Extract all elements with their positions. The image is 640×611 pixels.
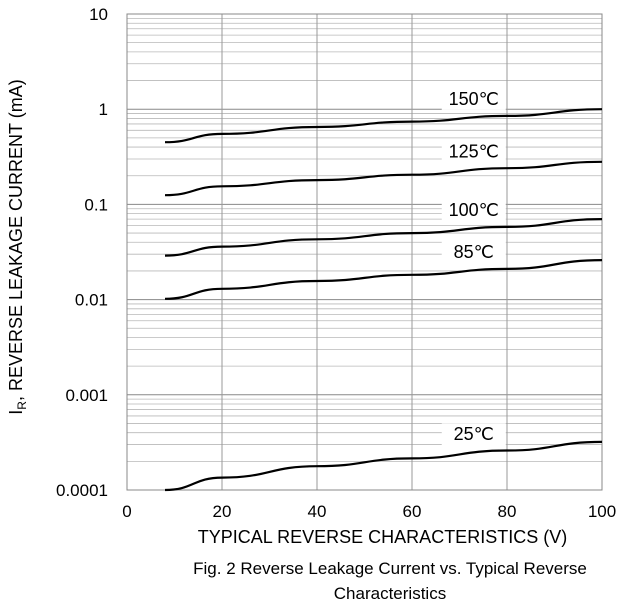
curve-3 [164,259,603,300]
y-tick-label: 1 [99,100,108,119]
x-tick-label: 0 [122,502,131,521]
curve-labels: 150℃ 125℃ 100℃ 85℃ 25℃ [441,87,506,446]
y-tick-label: 0.001 [65,386,108,405]
y-axis-label-rest: , REVERSE LEAKAGE CURRENT (mA) [6,79,26,401]
y-tick-label: 10 [89,5,108,24]
x-axis-label: TYPICAL REVERSE CHARACTERISTICS (V) [198,527,567,547]
curve-label: 25℃ [454,424,494,444]
curve-4 [164,440,603,492]
curve-label-bg [441,240,506,263]
y-axis-label-main: I [6,410,26,415]
x-tick-labels: 0 20 40 60 80 100 [122,502,616,521]
x-tick-label: 60 [403,502,422,521]
y-tick-labels: 10 1 0.1 0.01 0.001 0.0001 [56,5,108,500]
y-tick-label: 0.01 [75,291,108,310]
x-tick-label: 20 [213,502,232,521]
plot-frame [126,13,603,491]
curve-label: 100℃ [449,200,499,220]
figure-caption-line1: Fig. 2 Reverse Leakage Current vs. Typic… [193,559,587,578]
y-axis-label-sub: R [15,401,29,410]
curve-0 [164,108,603,144]
curve-label-bg [441,140,506,163]
curve-1 [164,160,603,197]
curve-label-bg [441,423,506,446]
curve-label: 85℃ [454,242,494,262]
curve-label-bg [441,87,506,110]
y-tick-label: 0.0001 [56,481,108,500]
curves [164,108,603,492]
x-tick-label: 80 [498,502,517,521]
y-axis-label: IR, REVERSE LEAKAGE CURRENT (mA) [6,79,29,414]
x-tick-label: 40 [308,502,327,521]
curve-label: 150℃ [449,89,499,109]
curve-label-bg [441,199,506,222]
figure-caption-line2: Characteristics [333,584,447,603]
x-tick-label: 100 [588,502,616,521]
curve-2 [164,218,603,257]
curve-label: 125℃ [449,141,499,161]
grid [126,13,603,491]
y-tick-label: 0.1 [84,195,108,214]
